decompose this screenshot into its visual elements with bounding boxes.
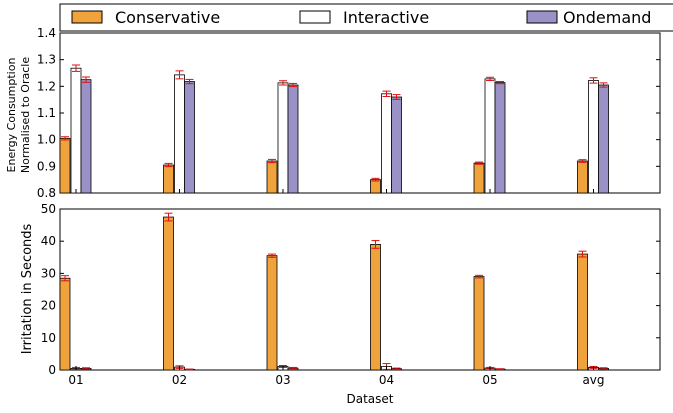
energy-bar-ondemand-01 <box>81 80 91 193</box>
legend: Conservative Interactive Ondemand <box>60 4 673 31</box>
legend-label-interactive: Interactive <box>343 8 429 27</box>
energy-bar-conservative-01 <box>60 138 70 193</box>
irritation-bar-conservative-avg <box>578 254 588 370</box>
irritation-ytick-label: 40 <box>41 234 56 248</box>
energy-bar-interactive-03 <box>278 83 288 193</box>
energy-ytick-label: 1.3 <box>37 53 56 67</box>
irritation-ylabel: Irritation in Seconds <box>20 223 35 354</box>
legend-swatch-interactive <box>300 11 330 23</box>
energy-ytick-label: 1.4 <box>37 26 56 40</box>
irritation-ytick-label: 30 <box>41 266 56 280</box>
energy-ytick-label: 1.1 <box>37 106 56 120</box>
energy-bar-interactive-02 <box>175 75 185 193</box>
irritation-axes-frame <box>60 209 660 370</box>
energy-ytick-label: 0.9 <box>37 159 56 173</box>
energy-bar-interactive-01 <box>71 68 81 193</box>
irritation-bar-conservative-03 <box>267 256 277 370</box>
irritation-ytick-label: 20 <box>41 299 56 313</box>
energy-bar-conservative-03 <box>267 161 277 193</box>
energy-ytick-label: 1.2 <box>37 79 56 93</box>
legend-label-ondemand: Ondemand <box>563 8 651 27</box>
xtick-label-03: 03 <box>275 373 290 387</box>
energy-bar-interactive-04 <box>382 94 392 193</box>
energy-bar-ondemand-avg <box>599 85 609 193</box>
energy-bar-ondemand-04 <box>392 97 402 193</box>
energy-bar-ondemand-02 <box>185 82 195 193</box>
energy-ylabel-line1: Energy Consumption <box>5 58 18 173</box>
legend-swatch-ondemand <box>527 11 557 23</box>
energy-panel: 0.8 0.9 1.0 1.1 1.2 1.3 1.4 <box>37 26 660 200</box>
energy-ytick-label: 1.0 <box>37 133 56 147</box>
xtick-label-01: 01 <box>68 373 83 387</box>
energy-bar-conservative-04 <box>371 180 381 193</box>
energy-axes-frame <box>60 33 660 193</box>
irritation-panel: 0 10 20 30 40 50 01 02 03 04 05 avg <box>41 202 660 387</box>
irritation-bar-conservative-02 <box>164 217 174 370</box>
energy-bar-conservative-02 <box>164 165 174 193</box>
energy-bar-ondemand-05 <box>495 83 505 193</box>
irritation-bar-conservative-01 <box>60 278 70 370</box>
energy-bar-ondemand-03 <box>288 85 298 193</box>
energy-ytick-label: 0.8 <box>37 186 56 200</box>
irritation-ytick-label: 0 <box>48 363 56 377</box>
irritation-ytick-label: 10 <box>41 331 56 345</box>
energy-ylabel-line2: Normalised to Oracle <box>19 57 32 173</box>
xtick-label-avg: avg <box>582 373 604 387</box>
energy-bar-conservative-05 <box>474 163 484 193</box>
irritation-bar-conservative-05 <box>474 277 484 370</box>
xtick-label-04: 04 <box>379 373 394 387</box>
irritation-ytick-label: 50 <box>41 202 56 216</box>
energy-bar-conservative-avg <box>578 161 588 193</box>
legend-swatch-conservative <box>72 11 102 23</box>
legend-label-conservative: Conservative <box>115 8 220 27</box>
xtick-label-05: 05 <box>482 373 497 387</box>
energy-bar-interactive-05 <box>485 79 495 193</box>
energy-bar-interactive-avg <box>589 80 599 193</box>
irritation-bar-conservative-04 <box>371 244 381 370</box>
x-axis-label: Dataset <box>347 392 394 406</box>
xtick-label-02: 02 <box>172 373 187 387</box>
